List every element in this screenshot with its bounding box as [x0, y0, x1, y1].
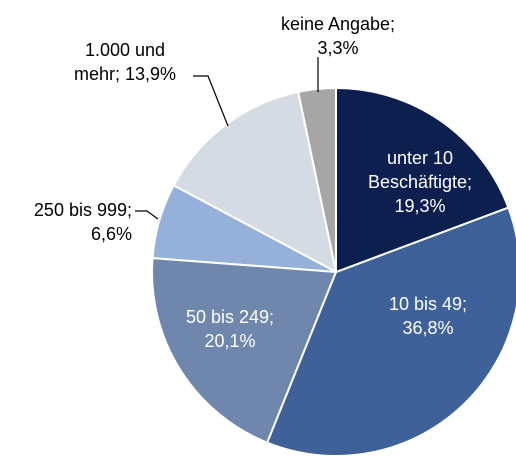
value-label: 19,3%	[394, 196, 446, 216]
slice-label: keine Angabe; 3,3%	[281, 12, 395, 60]
category-label: keine Angabe;	[280, 14, 396, 34]
category-label: 50 bis 249;	[185, 307, 275, 327]
slice-label: 1.000 und mehr; 13,9%	[74, 38, 176, 86]
pie-slice	[172, 90, 338, 274]
slice-label: 10 bis 49; 36,8%	[389, 292, 467, 340]
pie-slice	[335, 86, 510, 274]
slice-label: 50 bis 249; 20,1%	[186, 305, 274, 353]
leader-line	[135, 210, 159, 220]
leader-line	[193, 75, 229, 127]
value-label: 36,8%	[402, 318, 454, 338]
category-label: 250 bis 999;	[33, 200, 132, 220]
category-label: unter 10 Beschäftigte;	[367, 148, 473, 192]
slice-label: 250 bis 999; 6,6%	[34, 198, 132, 246]
value-label: 3,3%	[317, 38, 359, 58]
category-label: 10 bis 49;	[388, 294, 468, 314]
category-label: 1.000 und mehr;	[73, 40, 166, 84]
pie-slice	[265, 206, 516, 457]
slice-label: unter 10 Beschäftigte; 19,3%	[368, 146, 472, 218]
pie-slice	[151, 257, 338, 444]
value-label: 6,6%	[90, 224, 132, 244]
value-label: 13,9%	[124, 64, 177, 84]
value-label: 20,1%	[204, 331, 256, 351]
